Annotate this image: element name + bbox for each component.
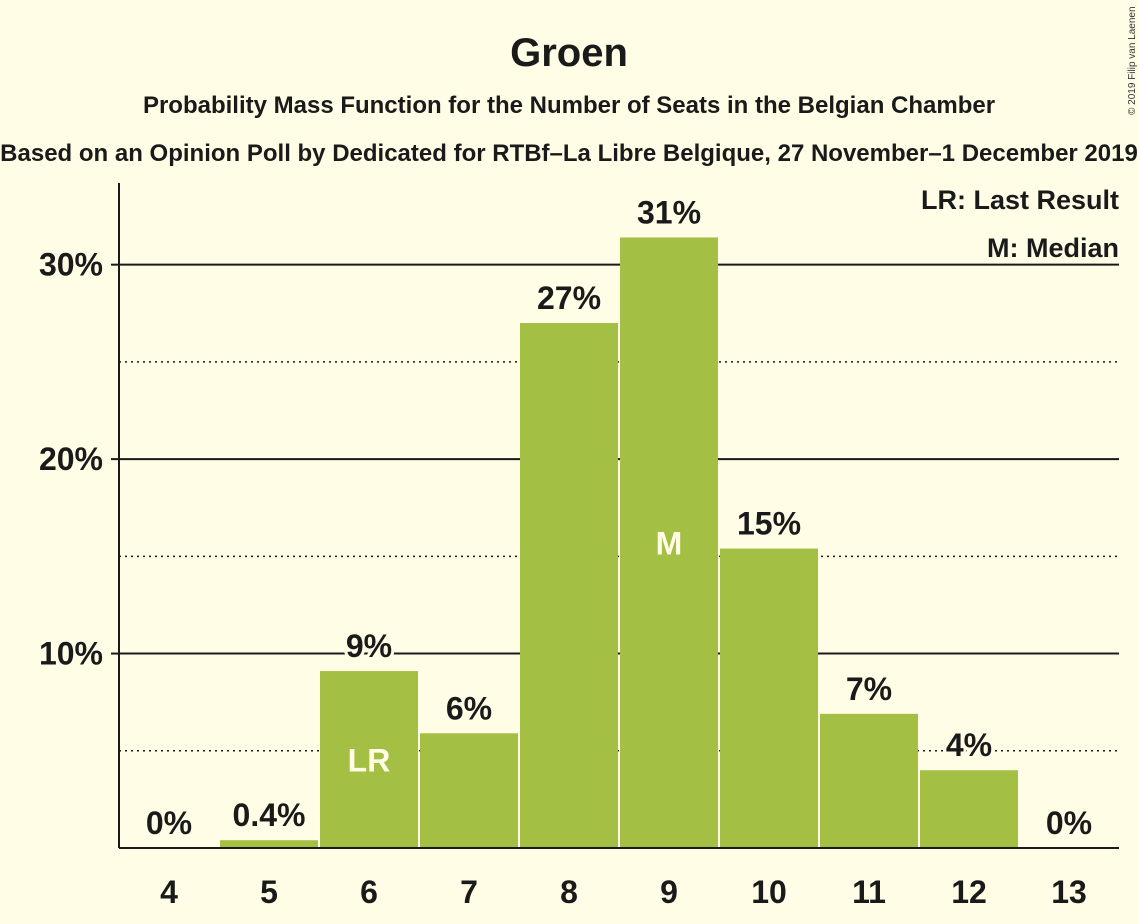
chart-source: Based on an Opinion Poll by Dedicated fo…	[0, 140, 1138, 167]
bar-value-label: 0%	[146, 805, 192, 841]
bar	[920, 770, 1018, 848]
bar	[620, 237, 718, 848]
x-tick-label: 7	[460, 874, 478, 910]
x-tick-label: 13	[1051, 874, 1087, 910]
x-tick-label: 10	[751, 874, 787, 910]
bar	[320, 671, 418, 848]
copyright-notice: © 2019 Filip van Laenen	[1127, 6, 1138, 115]
bar	[720, 548, 818, 848]
bar-value-label: 0%	[1046, 805, 1092, 841]
x-tick-label: 9	[660, 874, 678, 910]
bar-value-label: 31%	[637, 194, 701, 230]
y-tick-label: 10%	[39, 636, 103, 672]
bar	[820, 713, 918, 848]
bar-value-label: 0.4%	[233, 797, 306, 833]
bar-value-label: 15%	[737, 506, 801, 542]
y-tick-label: 30%	[39, 247, 103, 283]
legend: LR: Last Result M: Median	[918, 182, 1122, 266]
bar	[520, 323, 618, 848]
x-tick-label: 4	[160, 874, 178, 910]
axes: 10% 20% 30% 4 5 6 7 8 9 10 11 12 13	[39, 183, 1119, 910]
x-tick-label: 12	[951, 874, 987, 910]
bar	[220, 840, 318, 848]
bar	[420, 733, 518, 848]
legend-entry: LR: Last Result	[921, 185, 1119, 215]
gridlines	[119, 263, 1119, 752]
bar-value-label: 4%	[946, 727, 992, 763]
bar-value-label: 27%	[537, 280, 601, 316]
bar-marker-label: M	[656, 526, 683, 562]
x-tick-label: 5	[260, 874, 278, 910]
bars	[220, 237, 1018, 848]
y-tick-label: 20%	[39, 441, 103, 477]
x-tick-label: 6	[360, 874, 378, 910]
x-tick-label: 11	[852, 874, 886, 910]
bar-marker-label: LR	[348, 743, 391, 779]
value-labels: 0% 0.4% 9% LR 6% 27% 31% M 15% 7% 4% 0%	[143, 191, 1095, 844]
chart-title: Groen	[510, 31, 628, 75]
bar-value-label: 9%	[346, 628, 392, 664]
x-tick-label: 8	[560, 874, 578, 910]
bar-value-label: 6%	[446, 690, 492, 726]
bar-value-label: 7%	[846, 671, 892, 707]
legend-entry: M: Median	[987, 233, 1119, 263]
chart-subtitle: Probability Mass Function for the Number…	[143, 92, 995, 119]
